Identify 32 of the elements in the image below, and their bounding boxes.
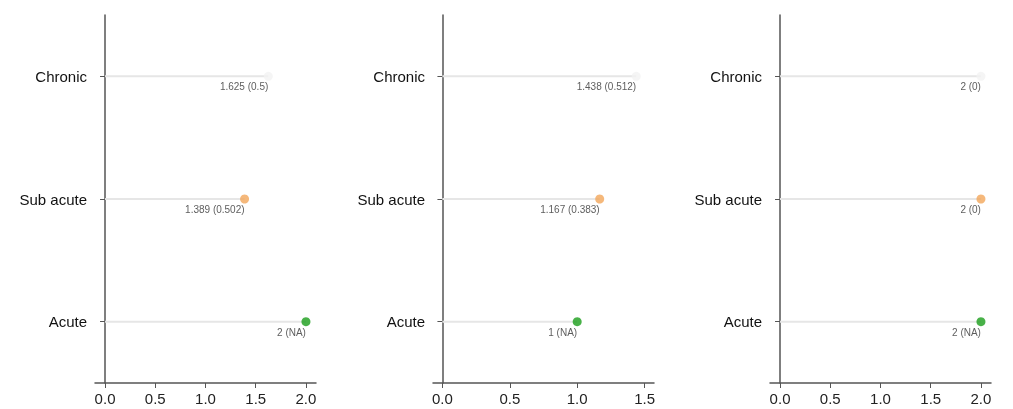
x-tick-label: 1.5 [633,390,655,407]
data-label: 2 (NA) [952,326,982,338]
x-tick-label: 1.0 [566,390,588,407]
y-tick-label: Sub acute [19,190,87,208]
x-tick-label: 1.5 [245,390,267,407]
data-label: 1.167 (0.383) [539,204,600,215]
y-tick-label: Chronic [710,67,763,85]
data-label: 2 (NA) [277,326,306,338]
data-label: 1 (NA) [547,326,577,338]
data-label: 1.438 (0.512) [576,81,636,93]
data-label: 1.389 (0.502) [185,204,245,215]
y-tick-label: Acute [386,313,425,331]
x-tick-label: 1.5 [920,390,942,407]
y-tick-label: Acute [48,313,87,331]
y-tick-label: Chronic [35,67,88,85]
x-tick-label: 0.5 [499,390,520,407]
x-tick-label: 0.0 [769,390,791,407]
x-tick-label: 0.0 [431,390,453,407]
x-tick-label: 0.5 [144,390,166,407]
x-tick-label: 1.0 [195,390,216,407]
data-label: 1.625 (0.5) [219,81,269,93]
x-tick-label: 1.0 [870,390,892,407]
x-tick-label: 0.5 [820,390,842,407]
data-label: 2 (0) [960,81,982,93]
x-tick-label: 0.0 [94,390,116,407]
data-label: 2 (0) [960,204,982,215]
x-tick-label: 2.0 [295,390,317,407]
y-tick-label: Chronic [372,67,426,85]
y-tick-label: Sub acute [694,190,763,208]
y-tick-label: Acute [723,313,763,331]
x-tick-label: 2.0 [970,390,992,407]
y-tick-label: Sub acute [357,190,425,208]
